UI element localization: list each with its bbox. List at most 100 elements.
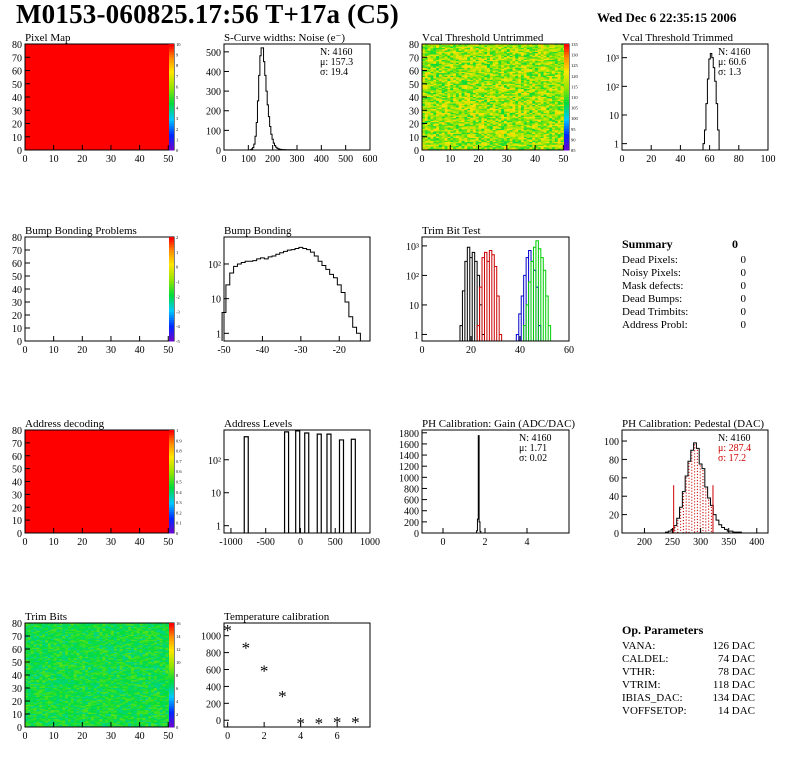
heatmap-cell xyxy=(492,66,496,69)
heatmap-cell xyxy=(509,100,513,103)
heatmap-cell xyxy=(546,107,550,110)
heatmap-cell xyxy=(523,58,527,61)
fit-dot xyxy=(688,501,690,503)
heatmap-cell xyxy=(458,73,462,75)
fit-dot xyxy=(688,519,690,521)
fit-dot xyxy=(688,489,690,491)
heatmap-cell xyxy=(424,134,429,136)
heatmap-cell xyxy=(532,90,536,93)
heatmap-cell xyxy=(464,124,468,127)
heatmap-cell xyxy=(535,71,539,74)
fit-dot xyxy=(694,465,696,467)
heatmap-cell xyxy=(470,99,474,102)
heatmap-cell xyxy=(549,144,553,147)
heatmap-cell xyxy=(430,74,434,77)
heatmap-cell xyxy=(484,98,488,101)
heatmap-cell xyxy=(518,102,522,105)
heatmap-cell xyxy=(552,95,556,98)
heatmap-cell xyxy=(543,126,547,128)
heatmap-cell xyxy=(526,128,530,131)
heatmap-cell xyxy=(447,62,451,65)
heatmap-cell xyxy=(492,61,496,63)
heatmap-cell xyxy=(537,45,542,48)
heatmap-cell xyxy=(484,132,488,135)
heatmap-cell xyxy=(535,91,539,94)
heatmap-cell xyxy=(537,119,542,122)
heatmap-cell xyxy=(481,89,485,91)
heatmap-cell xyxy=(537,46,542,49)
heatmap-cell xyxy=(461,98,465,101)
heatmap-cell xyxy=(447,143,451,146)
heatmap-cell xyxy=(472,140,477,143)
heatmap-cell xyxy=(535,130,539,132)
heatmap-cell xyxy=(526,100,530,103)
heatmap-cell xyxy=(438,146,443,148)
heatmap-cell xyxy=(453,114,457,116)
heatmap-cell xyxy=(472,49,477,52)
fit-dot xyxy=(710,509,713,511)
heatmap-cell xyxy=(560,70,564,73)
heatmap-cell xyxy=(526,143,530,146)
heatmap-cell xyxy=(484,69,488,71)
color-scale-step xyxy=(169,70,174,74)
stats-entry: σ: 19.4 xyxy=(320,67,348,78)
heatmap-cell xyxy=(427,71,431,74)
heatmap-cell xyxy=(436,77,440,79)
heatmap-cell xyxy=(520,143,525,146)
heatmap-cell xyxy=(470,108,474,111)
heatmap-cell xyxy=(506,120,511,123)
heatmap-cell xyxy=(492,46,496,49)
color-scale-step xyxy=(169,484,174,488)
heatmap-cell xyxy=(489,83,494,86)
heatmap-cell xyxy=(458,126,462,128)
heatmap-cell xyxy=(467,66,471,69)
heatmap-cell xyxy=(554,99,559,102)
fit-dot xyxy=(699,471,701,473)
color-scale-step xyxy=(169,517,174,521)
heatmap-cell xyxy=(427,59,431,62)
heatmap-cell xyxy=(467,97,471,99)
heatmap-cell xyxy=(501,116,505,119)
heatmap-cell xyxy=(503,54,508,57)
heatmap-cell xyxy=(498,119,502,122)
heatmap-cell xyxy=(549,53,553,55)
heatmap-cell xyxy=(540,89,544,91)
fit-dot xyxy=(705,512,707,514)
heatmap-cell xyxy=(433,135,437,138)
heatmap-cell xyxy=(433,77,437,79)
fit-dot xyxy=(696,482,699,484)
heatmap-cell xyxy=(447,134,451,136)
heatmap-cell xyxy=(438,98,443,101)
color-scale-step xyxy=(564,62,569,66)
color-scale-label: 2 xyxy=(176,127,178,132)
heatmap-cell xyxy=(444,90,448,93)
heatmap-cell xyxy=(549,82,553,85)
heatmap-cell xyxy=(557,54,561,57)
heatmap-cell xyxy=(498,99,502,102)
heatmap-cell xyxy=(540,100,544,103)
heatmap-cell xyxy=(523,45,527,48)
stats-entry: N: 4160 xyxy=(718,47,751,58)
heatmap-cell xyxy=(518,114,522,116)
x-tick-label: 60 xyxy=(564,345,574,356)
histogram-bar xyxy=(295,430,301,533)
heatmap-cell xyxy=(478,95,482,98)
heatmap-cell xyxy=(529,57,533,59)
heatmap-cell xyxy=(458,83,462,86)
heatmap-cell xyxy=(537,49,542,52)
color-scale-step xyxy=(169,49,174,53)
heatmap-cell xyxy=(526,45,530,48)
heatmap-cell xyxy=(509,112,513,115)
color-scale-step xyxy=(169,522,174,526)
heatmap-cell xyxy=(532,61,536,63)
heatmap-cell xyxy=(498,87,502,90)
heatmap-cell xyxy=(433,103,437,106)
heatmap-cell xyxy=(450,79,454,82)
heatmap-cell xyxy=(438,50,443,53)
heatmap-cell xyxy=(484,139,488,142)
heatmap-cell xyxy=(489,93,494,95)
heatmap-cell xyxy=(487,135,491,138)
heatmap-cell xyxy=(470,78,474,81)
heatmap-cell xyxy=(557,134,561,136)
heatmap-cell xyxy=(546,78,550,81)
